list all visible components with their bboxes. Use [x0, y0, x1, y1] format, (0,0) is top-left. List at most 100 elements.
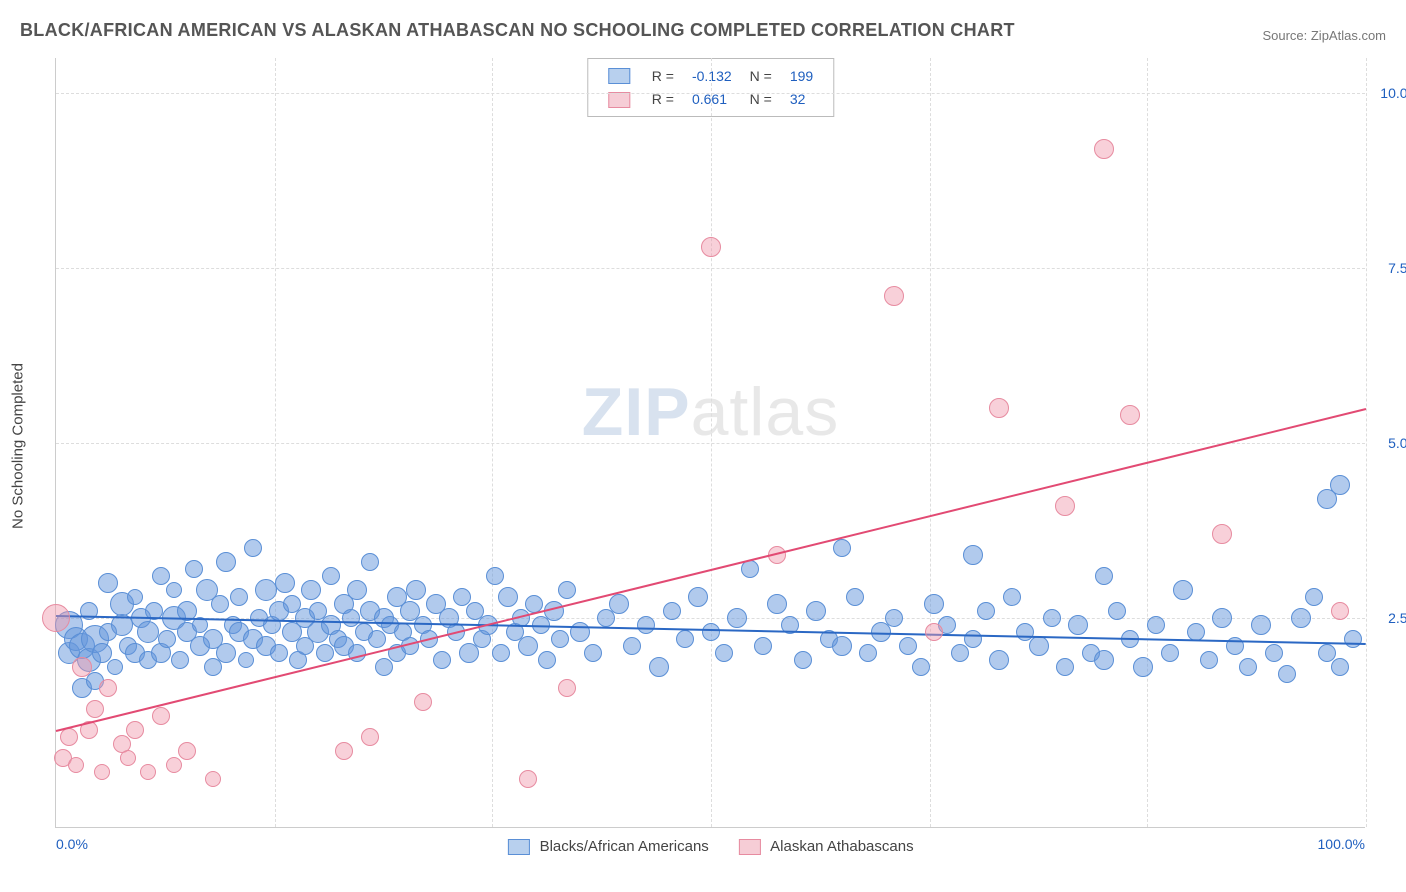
data-point-series-1 — [178, 742, 196, 760]
data-point-series-0 — [1173, 580, 1193, 600]
data-point-series-1 — [42, 604, 70, 632]
data-point-series-0 — [1056, 658, 1074, 676]
y-tick-label: 7.5% — [1370, 260, 1406, 276]
data-point-series-1 — [1212, 524, 1232, 544]
data-point-series-0 — [885, 609, 903, 627]
data-point-series-0 — [107, 659, 123, 675]
data-point-series-0 — [492, 644, 510, 662]
legend-n-label: N = — [742, 65, 780, 86]
data-point-series-0 — [255, 579, 277, 601]
legend-n-label: N = — [742, 88, 780, 109]
data-point-series-0 — [301, 580, 321, 600]
data-point-series-0 — [832, 636, 852, 656]
data-point-series-0 — [498, 587, 518, 607]
data-point-series-1 — [884, 286, 904, 306]
data-point-series-0 — [1161, 644, 1179, 662]
data-point-series-0 — [551, 630, 569, 648]
gridline-v — [711, 58, 712, 827]
data-point-series-1 — [120, 750, 136, 766]
data-point-series-0 — [127, 589, 143, 605]
y-tick-label: 10.0% — [1370, 85, 1406, 101]
data-point-series-0 — [899, 637, 917, 655]
data-point-series-0 — [912, 658, 930, 676]
data-point-series-0 — [584, 644, 602, 662]
legend-swatch-bottom-1 — [739, 839, 761, 855]
data-point-series-0 — [275, 573, 295, 593]
data-point-series-0 — [1291, 608, 1311, 628]
data-point-series-1 — [166, 757, 182, 773]
data-point-series-0 — [609, 594, 629, 614]
data-point-series-1 — [925, 623, 943, 641]
data-point-series-0 — [152, 567, 170, 585]
data-point-series-0 — [238, 652, 254, 668]
data-point-series-0 — [1331, 658, 1349, 676]
data-point-series-0 — [316, 644, 334, 662]
data-point-series-0 — [794, 651, 812, 669]
data-point-series-0 — [230, 588, 248, 606]
plot-area: ZIPatlas R = -0.132 N = 199 R = 0.661 N … — [55, 58, 1365, 828]
source-label: Source: ZipAtlas.com — [1262, 28, 1386, 43]
data-point-series-1 — [152, 707, 170, 725]
data-point-series-0 — [347, 580, 367, 600]
data-point-series-0 — [1212, 608, 1232, 628]
data-point-series-0 — [715, 644, 733, 662]
data-point-series-1 — [1331, 602, 1349, 620]
data-point-series-1 — [558, 679, 576, 697]
data-point-series-0 — [859, 644, 877, 662]
data-point-series-0 — [1147, 616, 1165, 634]
data-point-series-0 — [1133, 657, 1153, 677]
data-point-series-1 — [140, 764, 156, 780]
data-point-series-0 — [663, 602, 681, 620]
data-point-series-0 — [171, 651, 189, 669]
y-tick-label: 5.0% — [1370, 435, 1406, 451]
legend-item-1: Alaskan Athabascans — [739, 838, 914, 855]
data-point-series-0 — [1200, 651, 1218, 669]
legend-r-label: R = — [644, 65, 682, 86]
data-point-series-0 — [1239, 658, 1257, 676]
data-point-series-0 — [406, 580, 426, 600]
data-point-series-0 — [1108, 602, 1126, 620]
data-point-series-1 — [86, 700, 104, 718]
legend-n-value-1: 32 — [782, 88, 821, 109]
data-point-series-0 — [166, 582, 182, 598]
data-point-series-0 — [1330, 475, 1350, 495]
data-point-series-1 — [414, 693, 432, 711]
data-point-series-0 — [322, 567, 340, 585]
legend-swatch-bottom-0 — [507, 839, 529, 855]
data-point-series-1 — [126, 721, 144, 739]
data-point-series-0 — [964, 630, 982, 648]
data-point-series-0 — [688, 587, 708, 607]
gridline-v — [275, 58, 276, 827]
data-point-series-0 — [1029, 636, 1049, 656]
gridline-v — [1147, 58, 1148, 827]
data-point-series-0 — [727, 608, 747, 628]
data-point-series-0 — [211, 595, 229, 613]
legend-label-1: Alaskan Athabascans — [770, 838, 913, 855]
data-point-series-1 — [519, 770, 537, 788]
data-point-series-1 — [68, 757, 84, 773]
data-point-series-0 — [368, 630, 386, 648]
data-point-series-1 — [361, 728, 379, 746]
y-tick-label: 2.5% — [1370, 610, 1406, 626]
legend-n-value-0: 199 — [782, 65, 821, 86]
data-point-series-0 — [637, 616, 655, 634]
data-point-series-0 — [558, 581, 576, 599]
data-point-series-1 — [1094, 139, 1114, 159]
data-point-series-0 — [518, 636, 538, 656]
data-point-series-0 — [1344, 630, 1362, 648]
data-point-series-0 — [1043, 609, 1061, 627]
data-point-series-0 — [270, 644, 288, 662]
data-point-series-0 — [361, 553, 379, 571]
data-point-series-0 — [1003, 588, 1021, 606]
data-point-series-0 — [951, 644, 969, 662]
data-point-series-0 — [185, 560, 203, 578]
data-point-series-0 — [538, 651, 556, 669]
data-point-series-0 — [1251, 615, 1271, 635]
data-point-series-0 — [244, 539, 262, 557]
data-point-series-0 — [1095, 567, 1113, 585]
data-point-series-0 — [98, 573, 118, 593]
data-point-series-0 — [702, 623, 720, 641]
legend-swatch-0 — [608, 68, 630, 84]
data-point-series-0 — [806, 601, 826, 621]
data-point-series-0 — [1278, 665, 1296, 683]
